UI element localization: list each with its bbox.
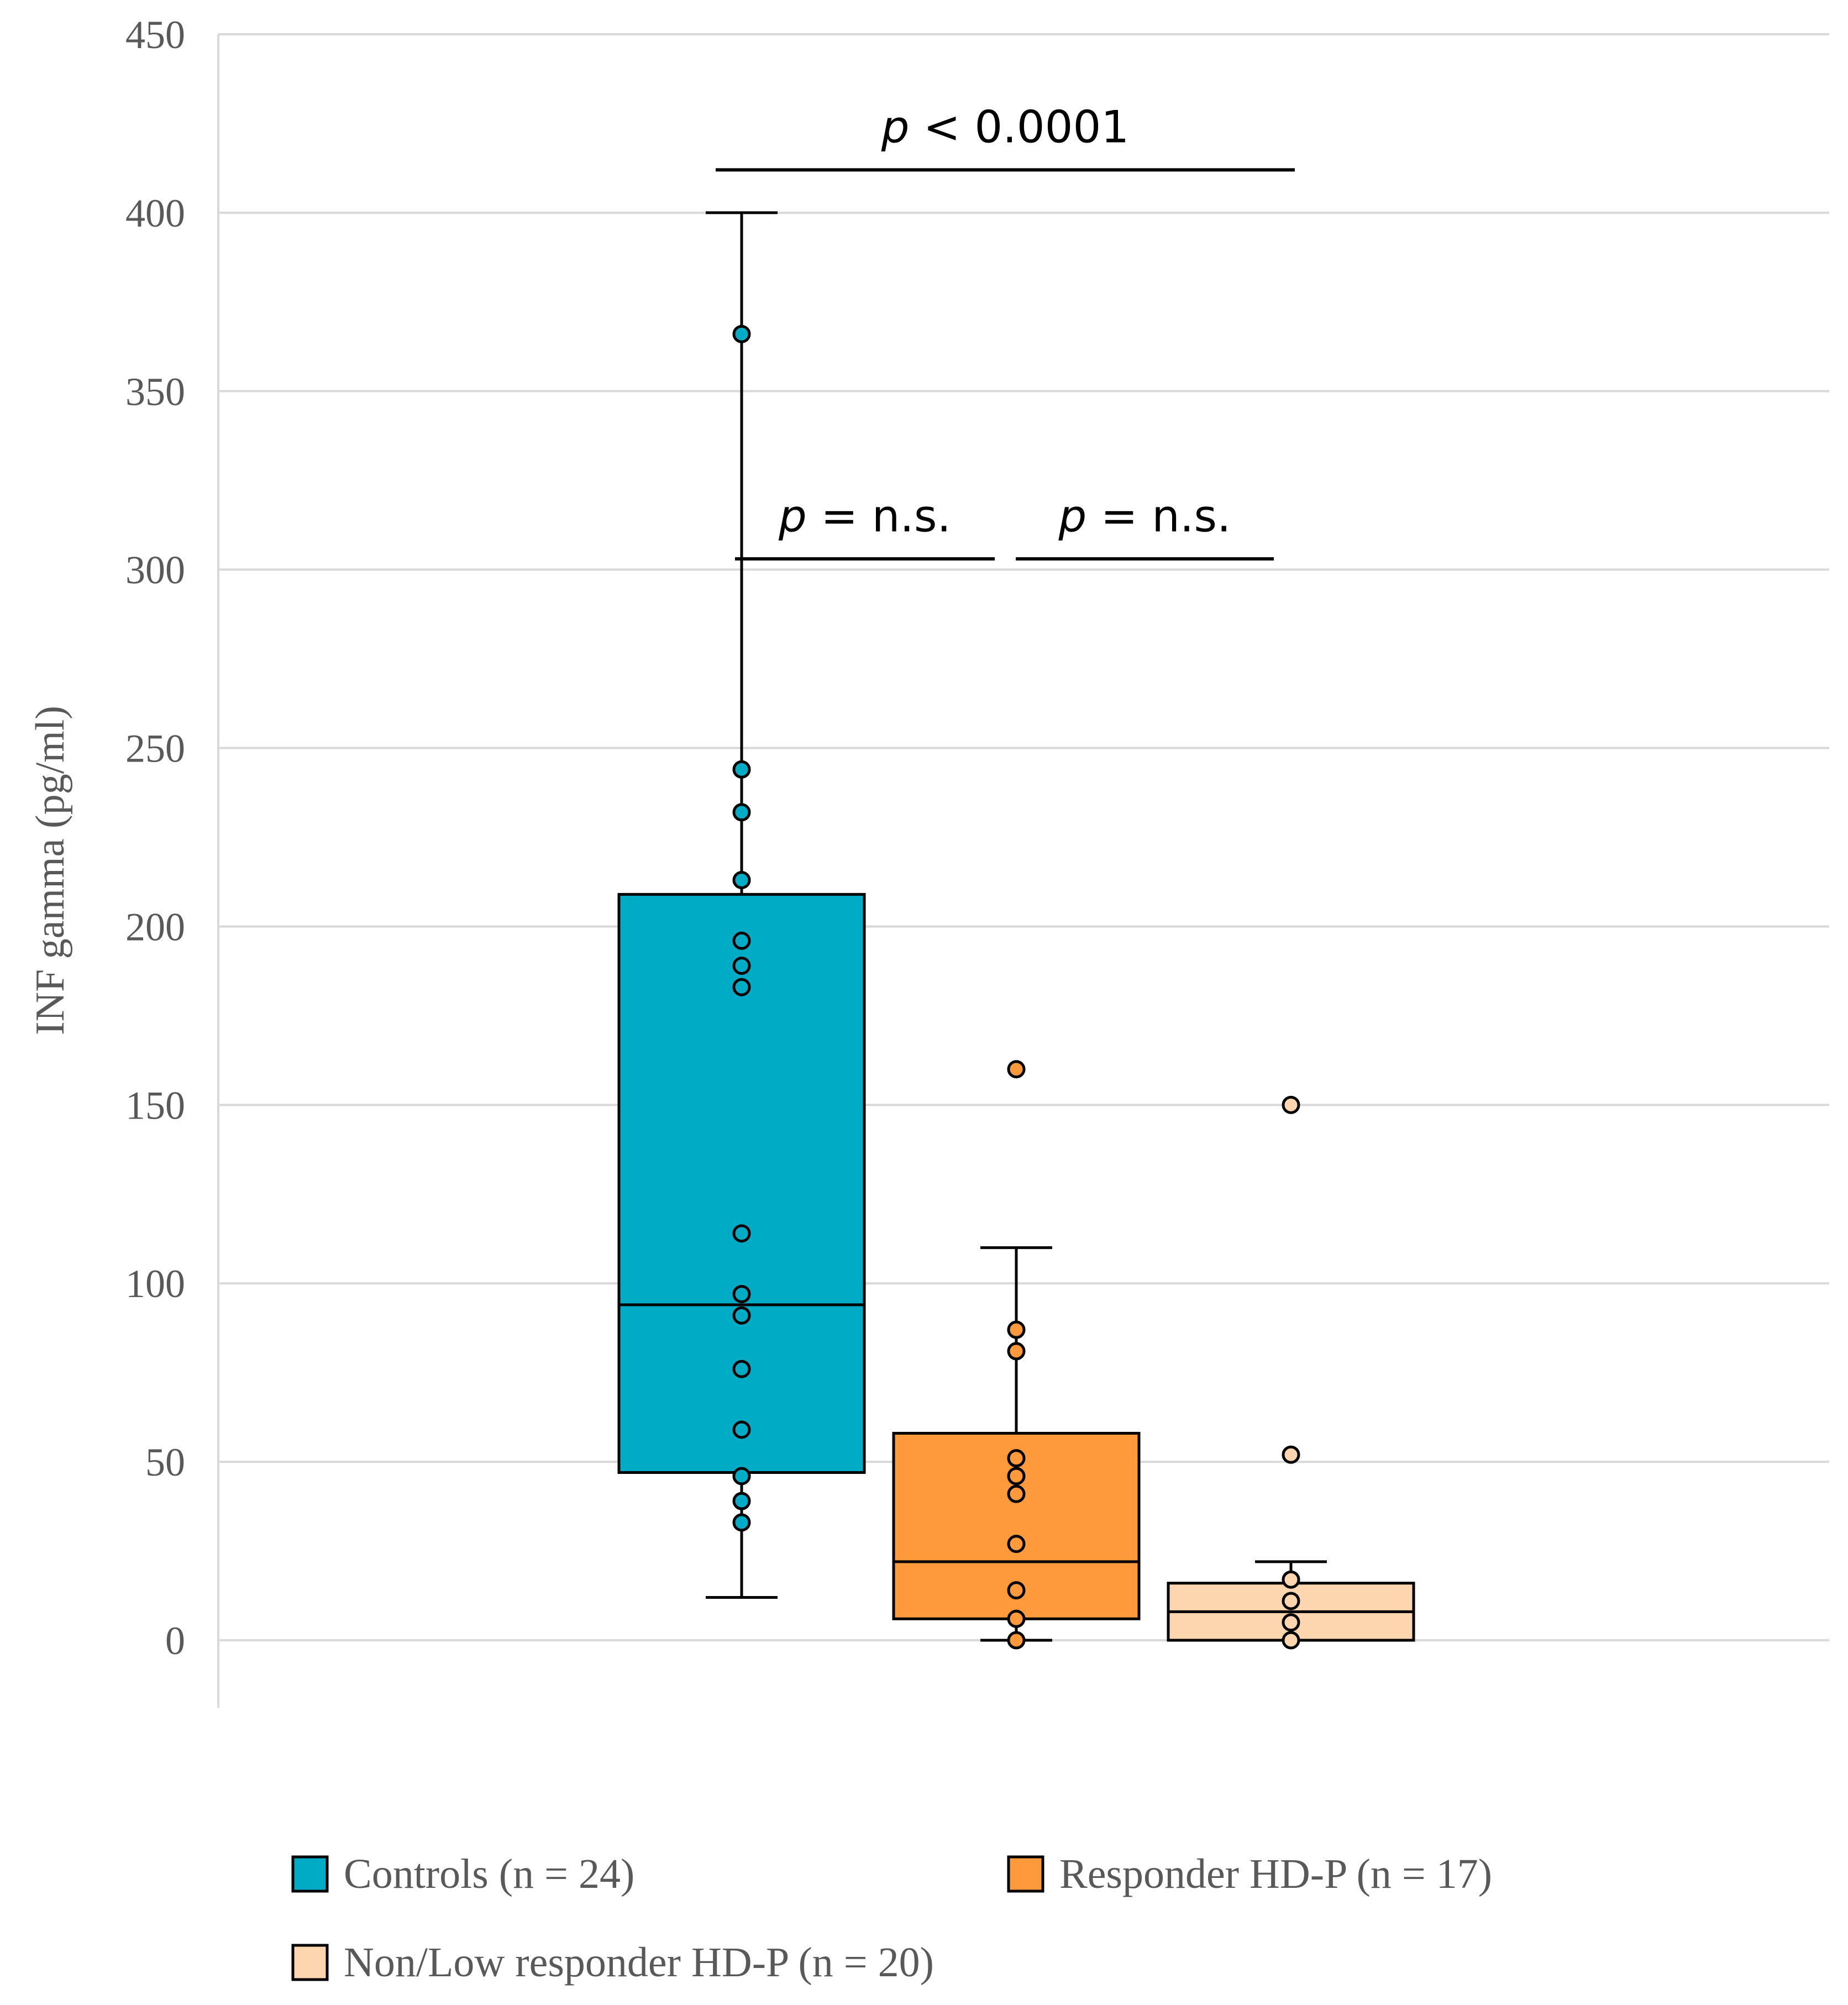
- data-point: [732, 324, 751, 343]
- legend-label: Non/Low responder HD-P (n = 20): [344, 1939, 934, 1986]
- data-point: [732, 803, 751, 822]
- data-point: [732, 978, 751, 996]
- data-point: [1282, 1613, 1300, 1632]
- box-series-1: [617, 211, 866, 1599]
- y-tick-label: 350: [125, 370, 185, 414]
- legend-swatch: [1007, 1855, 1044, 1893]
- data-point: [732, 1285, 751, 1304]
- box-series-3: [1167, 1095, 1415, 1650]
- y-tick-label: 150: [125, 1083, 185, 1127]
- data-point: [1007, 1484, 1026, 1503]
- data-point: [732, 870, 751, 889]
- data-point: [1007, 1449, 1026, 1468]
- p-symbol: p: [1058, 490, 1087, 542]
- y-tick-label: 250: [125, 727, 185, 771]
- y-tick-label: 100: [125, 1262, 185, 1306]
- data-point: [1282, 1592, 1300, 1610]
- box-series-2: [892, 1060, 1141, 1650]
- y-axis-label: INF gamma (pg/ml): [28, 706, 73, 1035]
- legend-item-2: Responder HD-P (n = 17): [1007, 1851, 1492, 1897]
- data-point: [1007, 1581, 1026, 1600]
- legend-label: Controls (n = 24): [344, 1851, 634, 1897]
- data-point: [1282, 1445, 1300, 1464]
- y-tick-label: 0: [165, 1619, 185, 1663]
- significance-label: p = n.s.: [778, 490, 951, 542]
- data-point: [732, 1513, 751, 1532]
- data-point: [732, 1224, 751, 1243]
- data-point: [1007, 1342, 1026, 1361]
- y-tick-label: 200: [125, 905, 185, 949]
- data-point: [1007, 1320, 1026, 1339]
- data-point: [1282, 1095, 1300, 1114]
- data-point: [1007, 1467, 1026, 1486]
- p-symbol: p: [881, 101, 910, 153]
- legend-swatch: [291, 1855, 329, 1893]
- data-point: [732, 931, 751, 950]
- y-axis-tick-labels: 0 50 100 150 200 250 300 350 400 450: [125, 13, 185, 1663]
- data-point: [732, 1360, 751, 1378]
- legend-label: Responder HD-P (n = 17): [1059, 1851, 1492, 1897]
- y-tick-label: 50: [145, 1440, 185, 1484]
- legend-swatch: [291, 1944, 329, 1981]
- significance-label: p < 0.0001: [881, 101, 1130, 153]
- y-tick-label: 450: [125, 13, 185, 57]
- p-symbol: p: [778, 490, 807, 542]
- p-value: < 0.0001: [909, 101, 1129, 153]
- legend-item-1: Controls (n = 24): [291, 1851, 634, 1897]
- data-point: [1007, 1060, 1026, 1079]
- data-point: [732, 760, 751, 779]
- y-tick-label: 300: [125, 548, 185, 592]
- p-value: = n.s.: [807, 490, 951, 542]
- data-point: [1282, 1631, 1300, 1650]
- data-point: [1007, 1535, 1026, 1553]
- gridlines: [217, 33, 1829, 1708]
- significance-label: p = n.s.: [1058, 490, 1231, 542]
- data-point: [1007, 1631, 1026, 1650]
- data-point: [732, 1467, 751, 1486]
- y-tick-label: 400: [125, 191, 185, 235]
- data-point: [1007, 1609, 1026, 1628]
- data-point: [732, 956, 751, 975]
- data-point: [732, 1306, 751, 1325]
- p-value: = n.s.: [1086, 490, 1231, 542]
- legend: Controls (n = 24) Responder HD-P (n = 17)…: [291, 1851, 1492, 1986]
- data-point: [732, 1492, 751, 1510]
- data-point: [732, 1420, 751, 1439]
- legend-item-3: Non/Low responder HD-P (n = 20): [291, 1939, 934, 1986]
- data-point: [1282, 1570, 1300, 1589]
- box-series: [617, 211, 1415, 1650]
